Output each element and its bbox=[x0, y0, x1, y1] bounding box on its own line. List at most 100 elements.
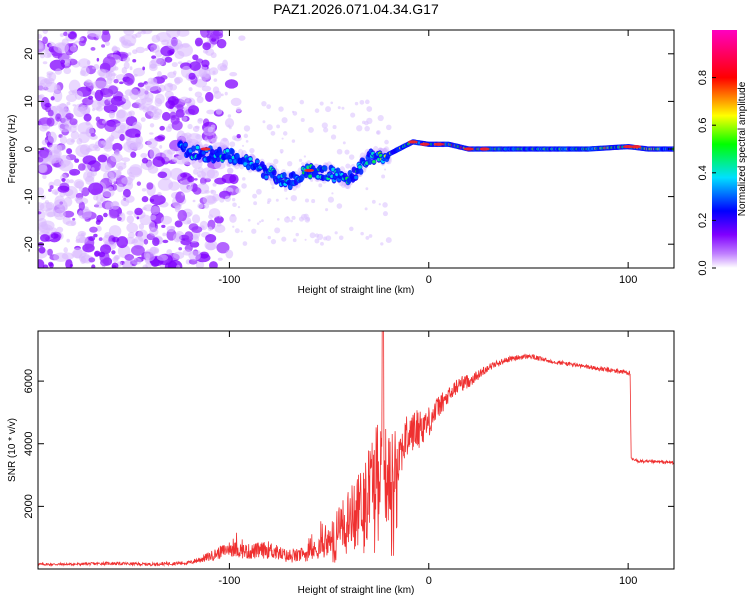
noise-blob bbox=[111, 250, 116, 255]
scatter-dot bbox=[231, 197, 236, 202]
noise-blob bbox=[53, 42, 70, 54]
noise-blob bbox=[112, 256, 119, 263]
noise-blob bbox=[116, 109, 128, 123]
noise-blob bbox=[78, 37, 85, 42]
scatter-dot bbox=[234, 228, 240, 234]
noise-blob bbox=[140, 117, 146, 122]
scatter-dot bbox=[197, 118, 203, 124]
noise-blob bbox=[151, 34, 161, 43]
scatter-dot bbox=[319, 101, 324, 106]
ridge-peak bbox=[354, 175, 358, 180]
scatter-dot bbox=[327, 196, 335, 203]
scatter-dot bbox=[368, 234, 373, 238]
noise-blob bbox=[38, 202, 45, 211]
scatter-dot bbox=[227, 114, 232, 118]
noise-blob bbox=[136, 181, 142, 186]
noise-blob bbox=[149, 123, 155, 128]
ridge-core bbox=[191, 145, 196, 152]
noise-blob bbox=[49, 185, 54, 190]
scatter-dot bbox=[318, 183, 323, 188]
ridge-hotspot bbox=[419, 142, 430, 146]
scatter-dot bbox=[281, 236, 287, 242]
noise-blob bbox=[122, 188, 131, 198]
scatter-dot bbox=[240, 230, 243, 233]
scatter-dot bbox=[350, 112, 356, 118]
noise-blob bbox=[170, 167, 184, 181]
scatter-dot bbox=[330, 101, 334, 105]
noise-blob bbox=[88, 257, 96, 263]
noise-blob bbox=[97, 154, 108, 163]
scatter-dot bbox=[286, 216, 289, 219]
ridge-hotspot bbox=[623, 145, 634, 149]
scatter-dot bbox=[287, 160, 293, 167]
noise-blob bbox=[92, 80, 108, 89]
noise-blob bbox=[224, 79, 239, 89]
scatter-dot bbox=[290, 219, 293, 223]
noise-blob bbox=[104, 164, 111, 171]
scatter-dot bbox=[298, 216, 305, 222]
scatter-dot bbox=[366, 117, 373, 125]
noise-blob bbox=[130, 141, 144, 151]
scatter-dot bbox=[229, 141, 236, 148]
noise-blob bbox=[139, 103, 146, 110]
noise-blob bbox=[150, 77, 158, 85]
snr-panel: -100 0 100 2000 4000 6000 Height of straight… bbox=[7, 330, 675, 596]
noise-blob bbox=[107, 96, 112, 102]
noise-blob bbox=[157, 71, 162, 77]
noise-blob bbox=[162, 232, 167, 237]
noise-blob bbox=[78, 58, 91, 68]
noise-blob bbox=[174, 220, 183, 228]
x-tick-label: 0 bbox=[426, 274, 432, 286]
noise-blob bbox=[87, 30, 102, 37]
noise-blob bbox=[61, 252, 75, 260]
noise-blob bbox=[126, 210, 134, 216]
noise-blob bbox=[60, 59, 66, 65]
scatter-dot bbox=[258, 220, 262, 223]
noise-blob bbox=[117, 129, 125, 134]
noise-blob bbox=[101, 44, 106, 48]
noise-blob bbox=[150, 57, 164, 67]
scatter-dot bbox=[366, 106, 373, 112]
scatter-dot bbox=[262, 120, 266, 124]
noise-blob bbox=[78, 208, 92, 220]
noise-blob bbox=[166, 225, 176, 233]
noise-blob bbox=[210, 31, 224, 40]
scatter-dot bbox=[382, 202, 388, 208]
noise-blob bbox=[156, 254, 169, 261]
noise-blob bbox=[42, 30, 49, 34]
noise-blob bbox=[90, 133, 96, 137]
noise-blob bbox=[176, 30, 190, 37]
noise-blob bbox=[159, 125, 165, 131]
noise-blob bbox=[221, 173, 237, 184]
noise-blob bbox=[165, 126, 172, 133]
noise-blob bbox=[58, 154, 71, 167]
noise-blob bbox=[189, 241, 200, 248]
scatter-dot bbox=[283, 188, 288, 192]
y-tick-label: -20 bbox=[23, 236, 35, 252]
noise-blob bbox=[129, 66, 133, 71]
spectrogram-y-ticks: -20 -10 0 10 20 bbox=[23, 48, 674, 252]
noise-blob bbox=[175, 109, 185, 118]
noise-blob bbox=[214, 224, 226, 233]
noise-blob bbox=[54, 195, 65, 208]
noise-blob bbox=[213, 78, 218, 82]
noise-blob bbox=[66, 101, 71, 106]
noise-blob bbox=[154, 97, 163, 107]
noise-blob bbox=[39, 53, 45, 59]
scatter-dot bbox=[232, 225, 235, 228]
noise-blob bbox=[195, 261, 205, 268]
scatter-dot bbox=[227, 124, 231, 128]
scatter-dot bbox=[226, 167, 234, 174]
noise-blob bbox=[180, 192, 185, 196]
noise-blob bbox=[130, 151, 137, 158]
noise-blob bbox=[129, 88, 140, 100]
noise-blob bbox=[69, 168, 81, 176]
noise-blob bbox=[146, 105, 157, 117]
noise-blob bbox=[87, 160, 102, 172]
noise-blob bbox=[111, 73, 117, 77]
scatter-dot bbox=[197, 174, 202, 178]
scatter-dot bbox=[364, 99, 370, 105]
noise-blob bbox=[117, 165, 124, 172]
noise-blob bbox=[59, 33, 65, 38]
noise-blob bbox=[116, 216, 122, 221]
